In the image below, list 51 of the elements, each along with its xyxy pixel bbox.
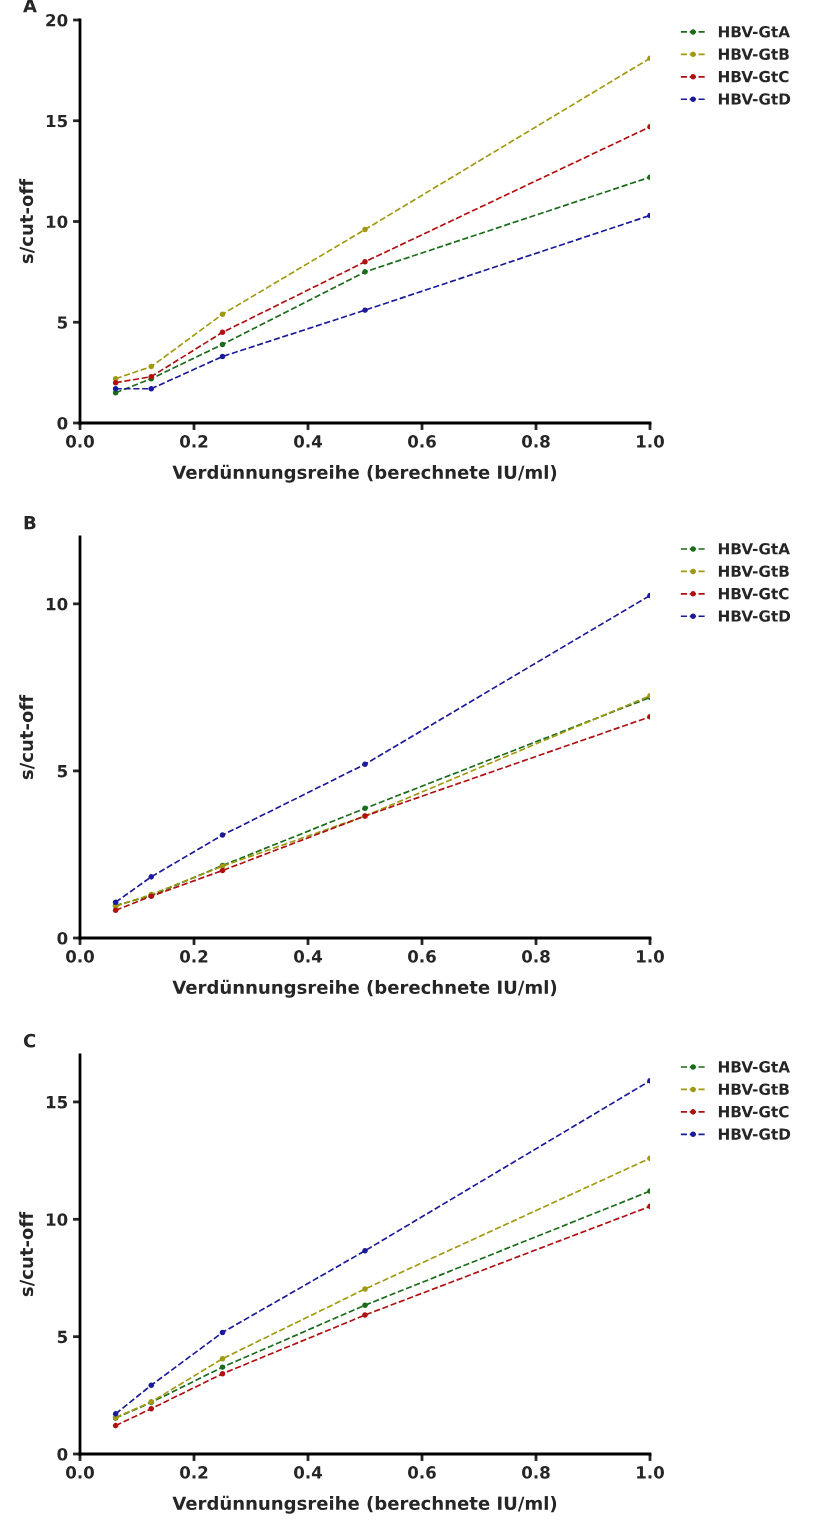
- x-tick-label: 0.4: [294, 1466, 322, 1479]
- x-tick-label: 0.8: [522, 1466, 550, 1479]
- legend-label: HBV-GtC: [718, 70, 789, 83]
- x-tick-label: 0.2: [180, 1466, 208, 1479]
- x-tick-label: 1.0: [637, 435, 664, 448]
- y-axis-title: s/cut-off: [19, 694, 35, 780]
- x-tick-label: 0.2: [180, 435, 208, 448]
- x-axis-title: Verdünnungsreihe (berechnete IU/ml): [172, 1495, 557, 1514]
- x-axis-title: Verdünnungsreihe (berechnete IU/ml): [172, 464, 557, 483]
- y-tick-label: 10: [46, 1213, 68, 1226]
- y-tick-label: 0: [57, 1447, 68, 1461]
- y-tick-label: 10: [46, 597, 68, 611]
- chart-title: C: [23, 1033, 36, 1048]
- y-axis-title: s/cut-off: [19, 178, 35, 264]
- x-tick-label: 0.8: [522, 950, 550, 963]
- legend-label: HBV-GtA: [718, 1061, 790, 1073]
- x-axis-title: Verdünnungsreihe (berechnete IU/ml): [172, 979, 557, 998]
- legend-label: HBV-GtC: [718, 1105, 789, 1118]
- y-axis-title: s/cut-off: [19, 1211, 35, 1297]
- x-tick-label: 0.0: [66, 435, 94, 448]
- y-tick-label: 20: [46, 13, 68, 27]
- chart-title: B: [24, 516, 36, 530]
- y-tick-label: 5: [57, 1330, 68, 1344]
- y-tick-label: 5: [57, 765, 68, 778]
- x-tick-label: 0.4: [294, 950, 322, 963]
- x-tick-label: 0.0: [66, 950, 94, 963]
- x-tick-label: 0.0: [66, 1466, 94, 1479]
- legend-label: HBV-GtD: [718, 610, 791, 622]
- y-tick-label: 0: [57, 931, 68, 945]
- y-tick-label: 15: [46, 114, 68, 128]
- x-tick-label: 0.6: [408, 1466, 436, 1479]
- legend-label: HBV-GtD: [718, 1128, 791, 1140]
- legend-label: HBV-GtC: [718, 587, 789, 600]
- y-tick-label: 0: [57, 416, 68, 430]
- legend-label: HBV-GtB: [718, 565, 789, 577]
- x-tick-label: 0.6: [408, 950, 436, 963]
- legend-label: HBV-GtD: [718, 93, 791, 105]
- legend-label: HBV-GtA: [718, 543, 790, 555]
- y-tick-label: 10: [46, 215, 68, 229]
- x-tick-label: 0.2: [180, 950, 208, 963]
- legend-label: HBV-GtA: [718, 25, 790, 38]
- y-tick-label: 15: [46, 1096, 68, 1109]
- x-tick-label: 1.0: [637, 950, 664, 963]
- x-tick-label: 0.8: [522, 435, 550, 448]
- x-tick-label: 0.6: [408, 435, 436, 448]
- y-tick-label: 5: [57, 316, 68, 329]
- x-tick-label: 1.0: [637, 1466, 664, 1479]
- x-tick-label: 0.4: [294, 435, 322, 448]
- chart-title: A: [23, 0, 37, 13]
- legend-label: HBV-GtB: [718, 48, 789, 60]
- legend-label: HBV-GtB: [718, 1083, 789, 1096]
